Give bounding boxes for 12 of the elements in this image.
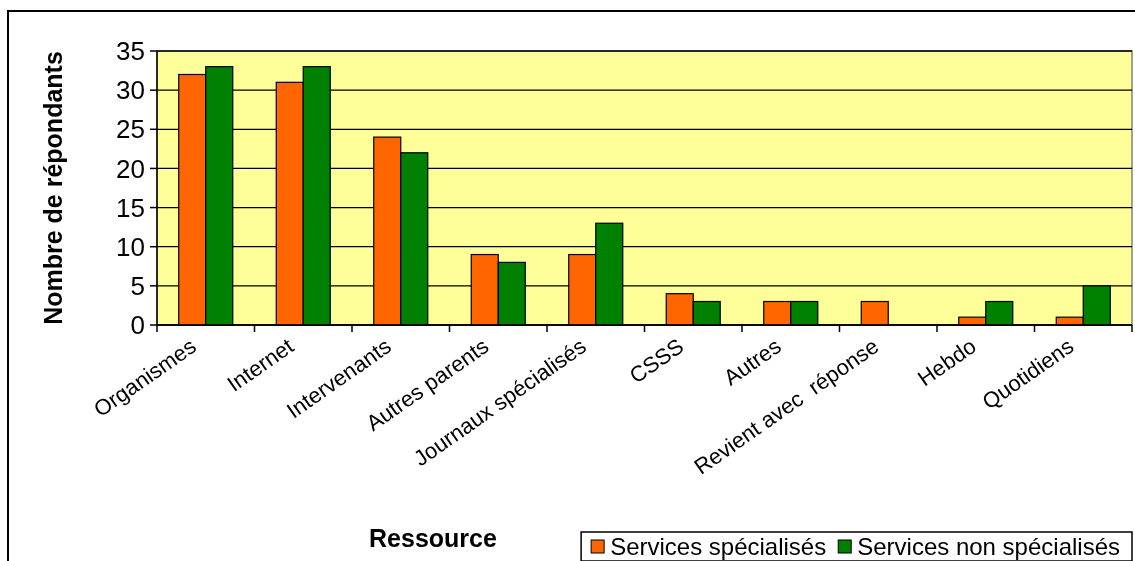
y-axis-title: Nombre de répondants xyxy=(39,51,67,325)
y-tick-label: 5 xyxy=(130,270,145,301)
x-axis-title: Ressource xyxy=(369,523,498,552)
y-tick-label: 0 xyxy=(130,310,145,341)
y-tick-label: 10 xyxy=(116,231,145,262)
y-tick-label: 25 xyxy=(116,114,145,145)
y-tick-label: 35 xyxy=(116,36,145,67)
y-tick-label: 20 xyxy=(116,153,145,184)
legend-label: Services spécialisés xyxy=(610,532,827,560)
legend-label: Services non spécialisés xyxy=(857,532,1120,560)
y-tick-label: 30 xyxy=(116,75,145,106)
y-tick-label: 15 xyxy=(116,192,145,223)
